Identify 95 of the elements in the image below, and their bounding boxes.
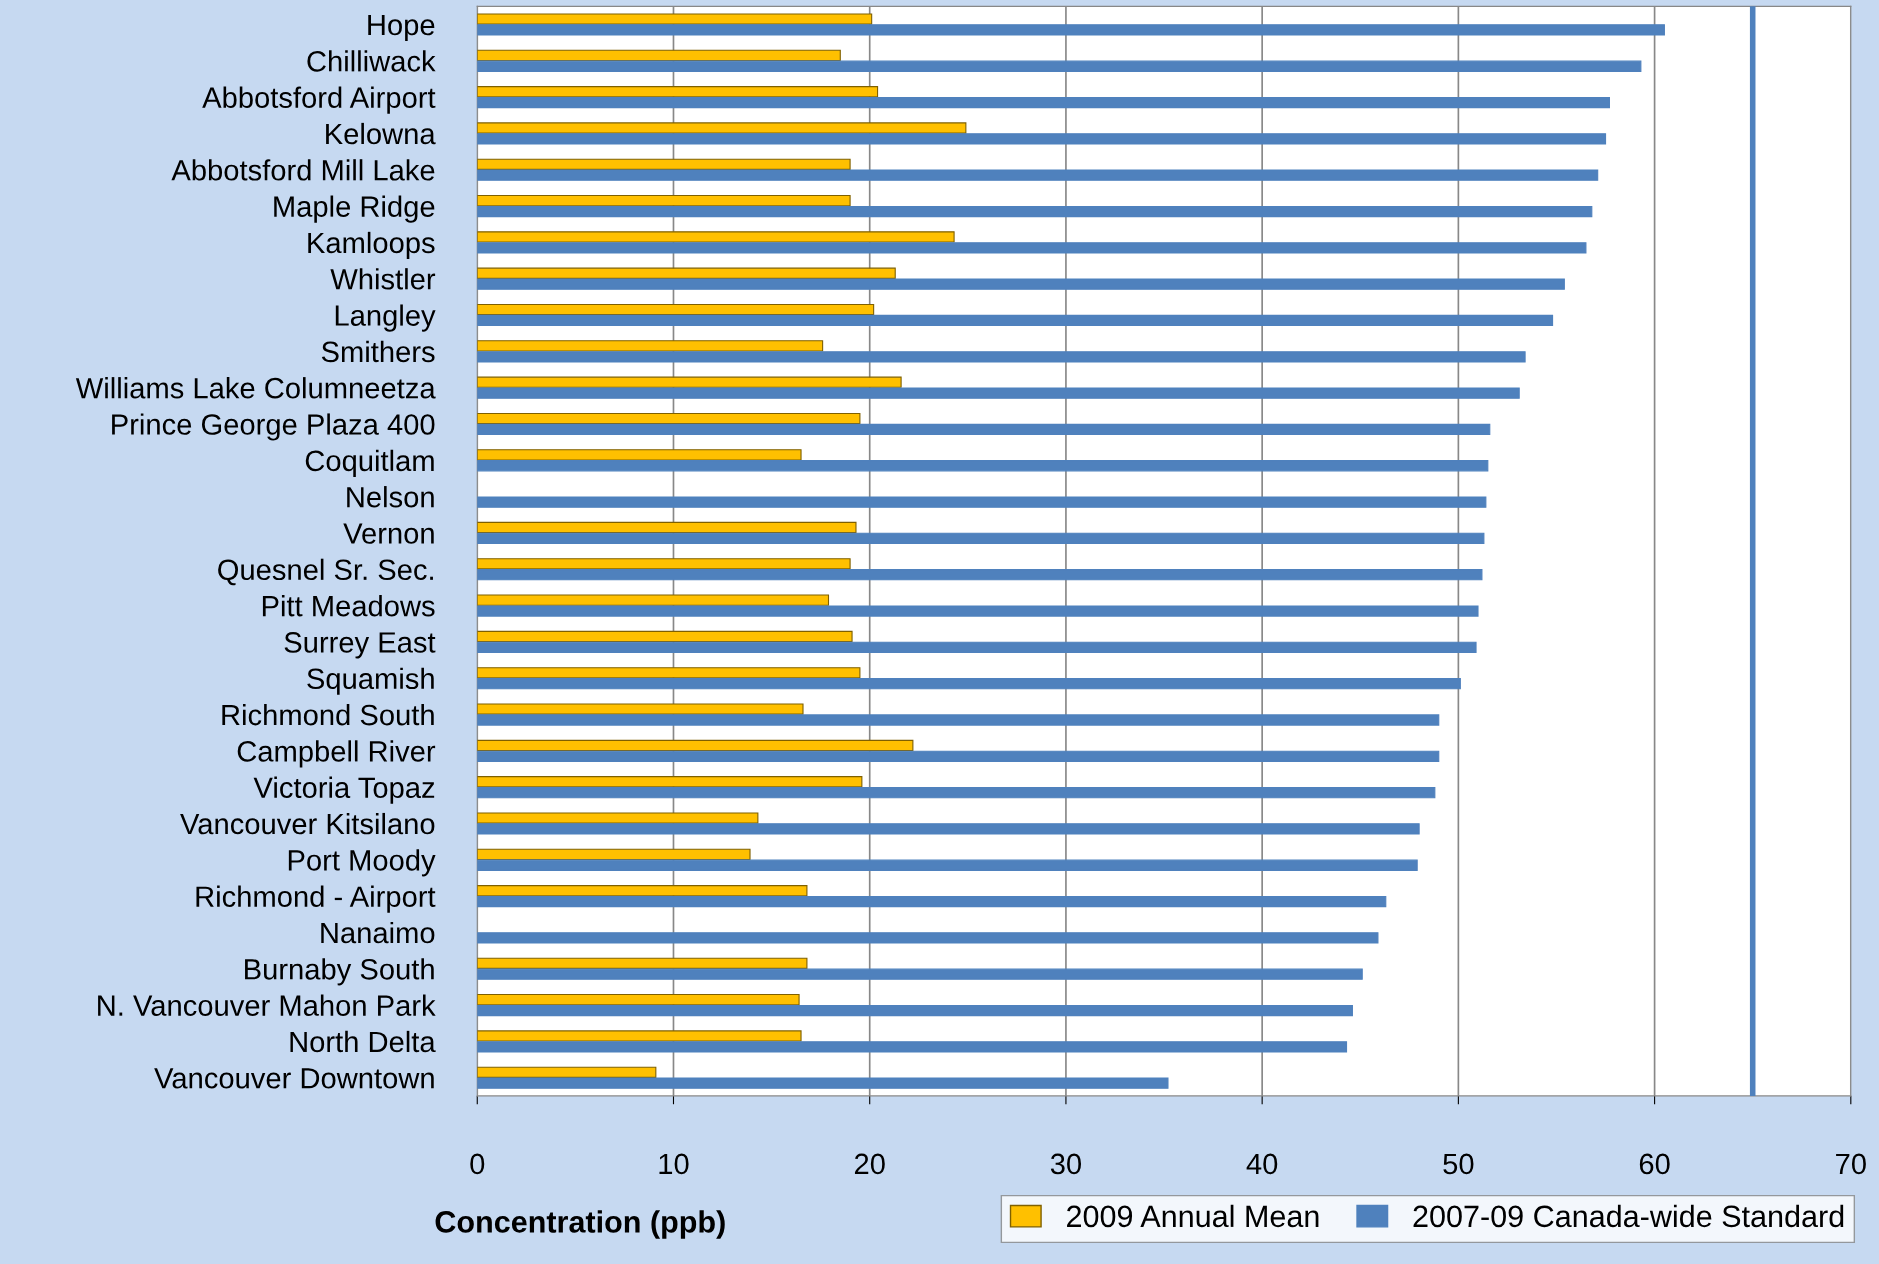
y-tick-label: Vernon — [343, 523, 434, 544]
bar — [477, 558, 851, 570]
bar — [477, 60, 1642, 72]
y-tick-label: Surrey East — [284, 632, 436, 659]
y-tick-label: Pitt Meadows — [262, 595, 435, 617]
y-tick-label: Smithers — [321, 340, 435, 363]
y-tick-label: Maple Ridge — [274, 195, 435, 223]
bar — [477, 351, 1526, 363]
bar — [477, 532, 1485, 545]
y-tick-label: Burnaby South — [245, 958, 434, 986]
bar — [477, 24, 1665, 36]
x-tick-label: 0 — [470, 1153, 485, 1175]
y-tick-label: Vancouver Kitsilano — [180, 812, 435, 835]
y-tick-label: North Delta — [290, 1030, 436, 1053]
x-tick-label: 60 — [1639, 1153, 1670, 1175]
bar — [477, 848, 751, 861]
bar — [477, 423, 1491, 436]
y-tick-label: Richmond South — [222, 703, 434, 726]
bar — [477, 231, 955, 243]
bar — [477, 303, 875, 316]
bar — [477, 412, 861, 425]
bar — [477, 895, 1387, 908]
y-tick-label: Abbotsford Airport — [202, 86, 436, 114]
y-tick-label: Victoria Topaz — [253, 776, 435, 804]
bar — [477, 703, 804, 715]
bar — [477, 1041, 1348, 1053]
bar — [477, 968, 1363, 980]
bar — [477, 594, 830, 606]
y-tick-label: N. Vancouver Mahon Park — [98, 994, 436, 1016]
bar — [477, 49, 841, 61]
bar — [477, 449, 802, 461]
x-tick-label: 70 — [1836, 1153, 1866, 1175]
bar — [477, 242, 1587, 254]
y-tick-label: Vancouver Downtown — [154, 1068, 434, 1089]
bar — [477, 1030, 802, 1042]
bar — [477, 13, 873, 25]
bar — [477, 641, 1477, 653]
bar — [477, 678, 1461, 690]
y-tick-label: Campbell River — [237, 740, 436, 768]
bar — [477, 1077, 1169, 1089]
bar — [477, 387, 1520, 399]
y-tick-label: Nanaimo — [321, 921, 435, 944]
bar — [477, 86, 879, 98]
x-tick-label: 40 — [1246, 1153, 1278, 1175]
x-tick-label: 50 — [1443, 1153, 1474, 1175]
y-tick-label: Chilliwack — [307, 50, 436, 72]
bar — [477, 932, 1379, 944]
bar — [477, 859, 1418, 871]
bar — [477, 885, 808, 897]
y-tick-label: Kelowna — [326, 122, 436, 145]
bar — [477, 122, 967, 134]
y-tick-label: Quesnel Sr. Sec. — [218, 558, 433, 586]
bar — [477, 994, 800, 1006]
bar — [477, 750, 1440, 762]
bar — [477, 812, 759, 824]
bar — [477, 205, 1593, 218]
bar — [477, 823, 1420, 835]
bar — [477, 714, 1440, 726]
y-tick-label: Hope — [368, 14, 435, 42]
y-tick-label: Port Moody — [288, 849, 436, 877]
bar — [477, 630, 853, 643]
bar — [477, 605, 1479, 617]
legend-label: 2007-09 Canada-wide Standard — [1413, 1204, 1844, 1228]
bar — [477, 96, 1611, 109]
legend-label: 2009 Annual Mean — [1067, 1204, 1319, 1228]
x-tick-label: 20 — [854, 1153, 885, 1175]
bar — [477, 314, 1554, 327]
y-tick-label: Coquitlam — [305, 449, 434, 477]
y-tick-label: Whistler — [330, 268, 436, 290]
bar — [477, 133, 1607, 145]
y-tick-label: Richmond - Airport — [196, 885, 436, 913]
y-tick-label: Kamloops — [308, 231, 435, 260]
y-tick-label: Nelson — [347, 486, 434, 508]
bar — [477, 667, 861, 679]
bar — [477, 786, 1436, 799]
x-axis-title: Concentration (ppb) — [435, 1210, 725, 1239]
bar — [477, 376, 902, 388]
x-tick-label: 10 — [659, 1153, 689, 1175]
y-tick-label: Squamish — [307, 667, 434, 695]
bar — [477, 739, 914, 752]
bar — [477, 278, 1565, 290]
bar — [477, 460, 1489, 472]
bar — [477, 194, 851, 207]
bar — [477, 340, 824, 352]
bar — [477, 521, 857, 534]
y-tick-label: Williams Lake Columneetza — [75, 377, 436, 399]
y-tick-label: Langley — [335, 304, 436, 332]
y-tick-label: Abbotsford Mill Lake — [171, 159, 435, 181]
x-tick-label: 30 — [1050, 1153, 1082, 1175]
y-tick-label: Prince George Plaza 400 — [112, 413, 435, 441]
bar — [477, 169, 1599, 181]
bar — [477, 496, 1487, 508]
bar — [477, 1004, 1353, 1017]
bar — [477, 569, 1483, 581]
bar — [477, 776, 863, 788]
